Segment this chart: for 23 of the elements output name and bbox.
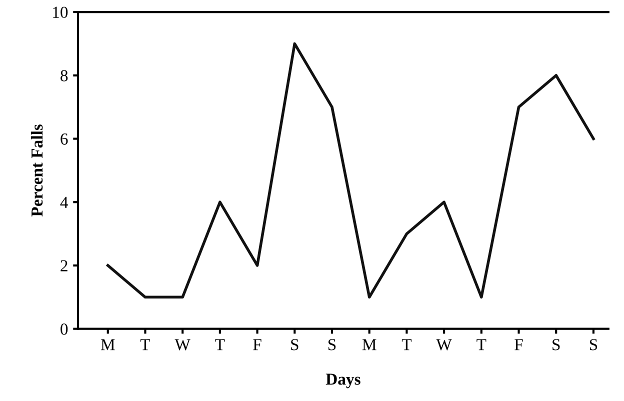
x-tick-label: T [476, 339, 486, 350]
x-tick-label: F [514, 339, 523, 350]
x-tick-label: T [140, 339, 150, 350]
x-tick-label: S [552, 339, 560, 350]
x-tick-label: F [253, 339, 262, 350]
y-tick-label: 2 [60, 260, 68, 272]
y-tick-label: 10 [53, 6, 68, 18]
y-tick-label: 0 [60, 324, 68, 335]
line-series [106, 42, 595, 299]
y-tick-label: 4 [60, 196, 68, 208]
x-tick-label: W [436, 339, 452, 350]
x-tick-label: T [402, 339, 412, 350]
x-tick-label: S [590, 339, 598, 350]
x-tick-label: S [328, 339, 336, 350]
y-tick-label: 8 [60, 70, 68, 82]
y-tick-label: 6 [60, 133, 68, 145]
x-tick-label: M [100, 339, 115, 350]
x-axis-title: Days [326, 374, 360, 388]
x-tick-label: T [215, 339, 225, 350]
x-tick-label: W [174, 339, 190, 350]
y-axis-title: Percent Falls [30, 124, 43, 217]
x-tick-label: M [362, 339, 376, 350]
x-tick-label: S [291, 339, 298, 350]
